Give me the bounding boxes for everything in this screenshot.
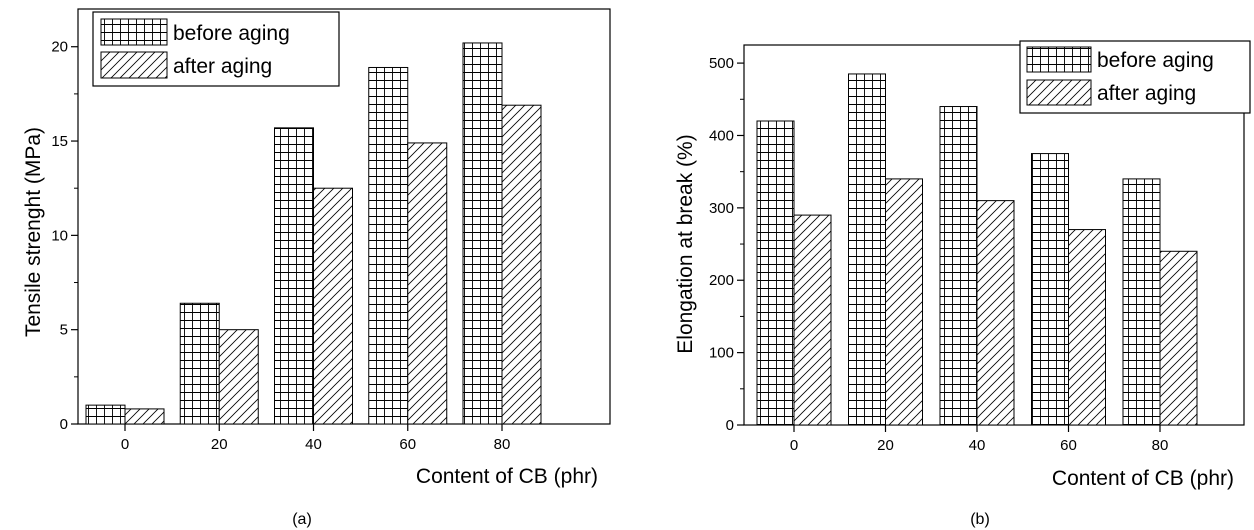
chart-b-legend: before aging after aging xyxy=(1019,40,1251,114)
bar-before-aging-20 xyxy=(179,302,220,425)
chart-a-x-axis-label: Content of CB (phr) xyxy=(416,465,598,488)
chart-b-caption: (b) xyxy=(970,511,990,528)
chart-b-legend-label-before: before aging xyxy=(1097,49,1214,72)
chart-a-x-ticks: 0 20 40 60 80 xyxy=(121,424,511,453)
chart-a-y-axis-label: Tensile strenght (MPa) xyxy=(22,127,45,337)
chart-b-x-axis-label: Content of CB (phr) xyxy=(1052,467,1234,490)
bar-after-aging-80 xyxy=(1159,250,1198,426)
chart-a: 0 5 10 15 20 0 20 40 60 80 before aging after ag… xyxy=(22,8,611,528)
bar-before-aging-60 xyxy=(368,66,409,425)
bar-before-aging-80 xyxy=(462,42,503,425)
x-tick-label: 40 xyxy=(305,436,322,453)
chart-a-legend-swatch-after xyxy=(100,51,168,79)
chart-b-legend-swatch-before xyxy=(1026,46,1092,73)
x-tick-label: 0 xyxy=(790,437,798,454)
y-tick-label: 15 xyxy=(51,133,68,150)
bar-after-aging-80 xyxy=(501,104,542,425)
bar-before-aging-0 xyxy=(756,120,795,426)
y-tick-label: 10 xyxy=(51,227,68,244)
bar-after-aging-40 xyxy=(313,187,353,425)
x-tick-label: 20 xyxy=(211,436,228,453)
bar-after-aging-40 xyxy=(976,200,1015,426)
y-tick-label: 0 xyxy=(60,416,68,433)
chart-b-legend-swatch-after xyxy=(1026,79,1092,106)
chart-b-x-ticks: 0 20 40 60 80 xyxy=(790,425,1169,454)
y-tick-label: 300 xyxy=(709,200,734,217)
chart-a-y-ticks: 0 5 10 15 20 xyxy=(51,39,78,433)
y-tick-label: 5 xyxy=(60,322,68,339)
x-tick-label: 40 xyxy=(969,437,986,454)
x-tick-label: 60 xyxy=(399,436,416,453)
bar-after-aging-60 xyxy=(407,142,448,425)
y-tick-label: 0 xyxy=(726,417,734,434)
bar-after-aging-0 xyxy=(124,408,165,425)
bar-before-aging-40 xyxy=(274,127,314,425)
bar-after-aging-20 xyxy=(885,178,923,426)
chart-b-legend-label-after: after aging xyxy=(1097,82,1196,105)
bar-before-aging-20 xyxy=(848,73,886,426)
chart-b-y-axis-label: Elongation at break (%) xyxy=(674,134,697,353)
chart-b-y-ticks: 0 100 200 300 400 500 xyxy=(709,55,744,434)
bar-after-aging-60 xyxy=(1068,229,1106,426)
bar-before-aging-0 xyxy=(85,404,126,425)
bar-before-aging-60 xyxy=(1031,153,1069,426)
x-tick-label: 80 xyxy=(1152,437,1169,454)
chart-a-caption: (a) xyxy=(292,511,312,528)
chart-a-legend-swatch-before xyxy=(100,18,168,46)
x-tick-label: 20 xyxy=(877,437,894,454)
x-tick-label: 0 xyxy=(121,436,129,453)
y-tick-label: 500 xyxy=(709,55,734,72)
chart-a-legend: before aging after aging xyxy=(92,11,340,87)
x-tick-label: 80 xyxy=(494,436,511,453)
bar-after-aging-0 xyxy=(793,214,832,426)
chart-a-legend-label-before: before aging xyxy=(173,22,290,45)
chart-a-legend-label-after: after aging xyxy=(173,55,272,78)
y-tick-label: 200 xyxy=(709,272,734,289)
y-tick-label: 20 xyxy=(51,39,68,56)
chart-b: 0 100 200 300 400 500 0 20 40 60 80 before aging … xyxy=(674,40,1251,528)
y-tick-label: 400 xyxy=(709,127,734,144)
bar-after-aging-20 xyxy=(218,329,259,425)
x-tick-label: 60 xyxy=(1060,437,1077,454)
chart-a-bars xyxy=(85,42,542,425)
chart-b-bars xyxy=(756,73,1198,426)
y-tick-label: 100 xyxy=(709,345,734,362)
bar-before-aging-40 xyxy=(939,106,978,426)
bar-before-aging-80 xyxy=(1122,178,1161,426)
